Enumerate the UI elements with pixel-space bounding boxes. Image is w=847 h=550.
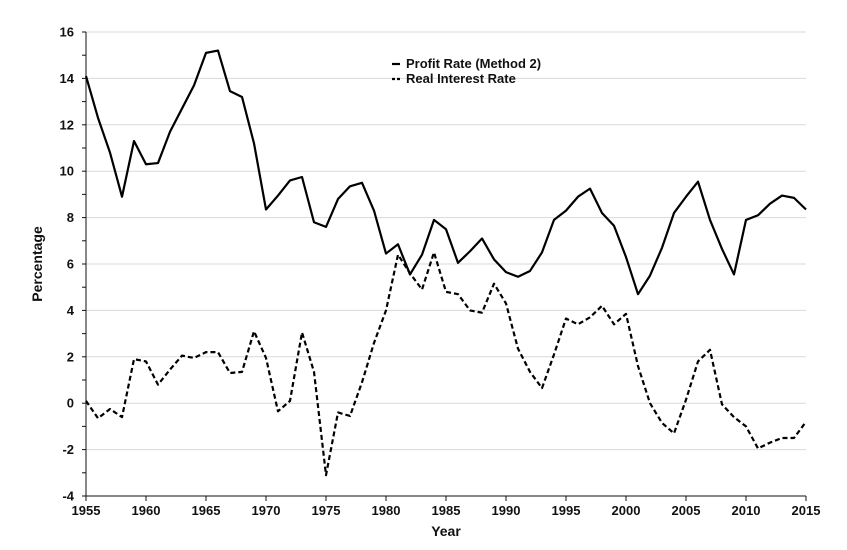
y-axis-title: Percentage	[29, 226, 45, 302]
y-tick-label: 8	[67, 210, 74, 225]
x-tick-label: 1990	[492, 503, 521, 518]
legend: Profit Rate (Method 2) Real Interest Rat…	[392, 56, 541, 86]
y-tick-label: 12	[60, 117, 74, 132]
x-axis-title: Year	[431, 523, 461, 539]
y-tick-label: -2	[62, 442, 74, 457]
y-tick-label: 0	[67, 396, 74, 411]
grid-lines	[82, 31, 806, 497]
x-tick-label: 1985	[432, 503, 461, 518]
y-tick-labels: 16 14 12 10 8 6 4 2 0 -2 -4	[60, 25, 75, 504]
legend-label-real-interest-rate: Real Interest Rate	[406, 71, 516, 86]
series-line-profit-rate	[84, 49, 807, 296]
y-tick-label: 2	[67, 349, 74, 364]
series-lines	[84, 49, 807, 477]
y-tick-label: 10	[60, 164, 74, 179]
y-tick-label: 6	[67, 257, 74, 272]
x-tick-label: 1980	[372, 503, 401, 518]
x-tick-label: 1975	[312, 503, 341, 518]
x-tick-label: 1955	[72, 503, 101, 518]
x-tick-label: 2010	[732, 503, 761, 518]
x-tick-label: 2000	[612, 503, 641, 518]
series-line-real-interest-rate	[85, 251, 807, 477]
x-tick-label: 1995	[552, 503, 581, 518]
y-tick-label: 16	[60, 25, 74, 40]
x-tick-label: 2015	[792, 503, 821, 518]
x-tick-label: 2005	[672, 503, 701, 518]
x-tick-label: 1970	[252, 503, 281, 518]
x-tick-labels: 1955 1960 1965 1970 1975 1980 1985 1990 1995 2000…	[72, 496, 821, 518]
y-tick-label: -4	[62, 489, 74, 504]
x-tick-label: 1960	[132, 503, 161, 518]
x-tick-label: 1965	[192, 503, 221, 518]
y-tick-label: 14	[60, 71, 75, 86]
legend-label-profit-rate: Profit Rate (Method 2)	[406, 56, 541, 71]
y-tick-label: 4	[67, 303, 75, 318]
